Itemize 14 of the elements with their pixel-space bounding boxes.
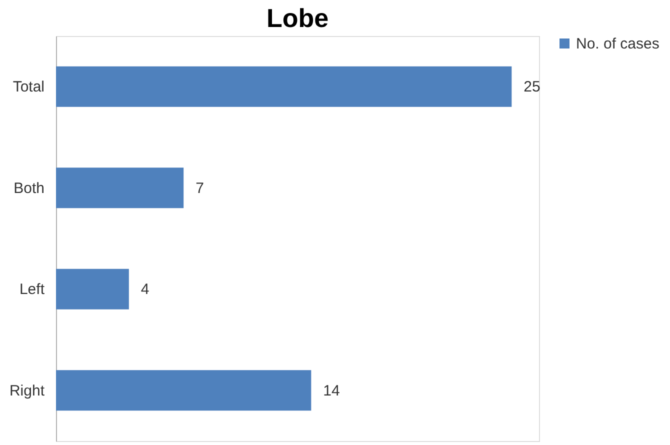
bar (56, 66, 512, 107)
data-label: 14 (323, 382, 340, 400)
y-tick-label: Total (12, 78, 44, 96)
y-tick-label: Both (14, 180, 44, 197)
y-tick-label: Right (9, 382, 46, 400)
data-label: 25 (524, 78, 540, 96)
data-label: 7 (196, 180, 204, 197)
bar (56, 370, 312, 411)
data-label: 4 (140, 281, 150, 298)
bar (56, 168, 184, 208)
chart-title: Lobe (266, 3, 329, 33)
y-tick-label: Left (19, 281, 46, 298)
bar (56, 268, 129, 310)
legend-label: No. of cases (576, 36, 660, 52)
